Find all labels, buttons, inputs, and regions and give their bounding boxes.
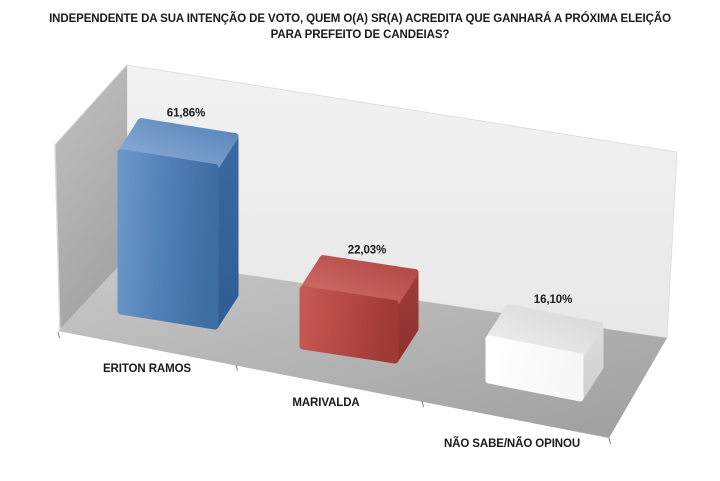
bar-front-face xyxy=(485,335,584,402)
category-axis-ticks xyxy=(57,331,611,445)
bar-n-o-sabe-n-o-opinou xyxy=(485,304,604,402)
bar-marivalda xyxy=(299,255,419,364)
bar-front-face xyxy=(299,286,399,364)
category-label: NÃO SABE/NÃO OPINOU xyxy=(444,437,580,450)
value-label: 61,86% xyxy=(167,108,205,120)
chart-title-line1: INDEPENDENTE DA SUA INTENÇÃO DE VOTO, QU… xyxy=(49,13,671,25)
category-label: ERITON RAMOS xyxy=(103,363,191,375)
bar-eriton-ramos xyxy=(117,118,239,330)
bar-front-face xyxy=(117,149,219,330)
side-wall-front-edge xyxy=(54,144,61,333)
chart-side-wall xyxy=(55,65,127,332)
side-wall-top-edge xyxy=(54,64,128,146)
category-label: MARIVALDA xyxy=(292,397,359,409)
chart-title-line2: PARA PREFEITO DE CANDEIAS? xyxy=(270,29,450,41)
value-label: 16,10% xyxy=(534,294,572,306)
value-label: 22,03% xyxy=(348,245,386,257)
chart-title: INDEPENDENTE DA SUA INTENÇÃO DE VOTO, QU… xyxy=(0,11,720,43)
